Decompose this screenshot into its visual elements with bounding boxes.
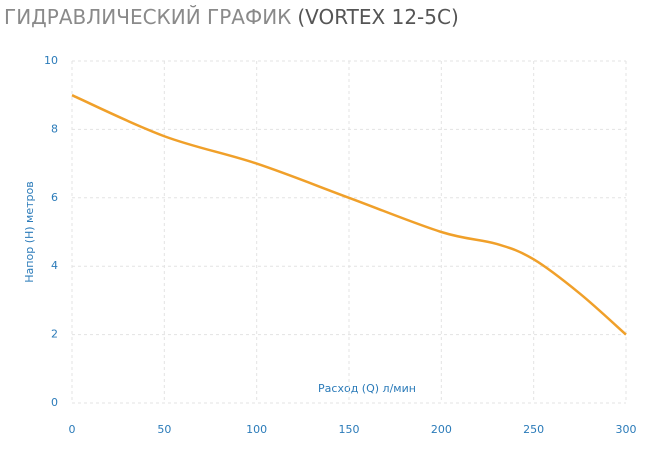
x-tick-label: 150	[339, 423, 360, 436]
y-tick-label: 8	[51, 122, 58, 135]
chart-title: ГИДРАВЛИЧЕСКИЙ ГРАФИК (VORTEX 12-5C)	[4, 5, 459, 29]
x-tick-label: 50	[157, 423, 171, 436]
y-tick-label: 10	[44, 54, 58, 67]
x-tick-label: 100	[246, 423, 267, 436]
y-axis-title: Напор (H) метров	[23, 181, 36, 282]
line-series	[71, 94, 627, 336]
y-tick-label: 0	[51, 396, 58, 409]
x-tick-label: 200	[431, 423, 452, 436]
y-tick-label: 2	[51, 328, 58, 341]
x-axis-title: Расход (Q) л/мин	[318, 382, 416, 395]
title-main: ГИДРАВЛИЧЕСКИЙ ГРАФИК	[4, 5, 291, 29]
x-tick-label: 250	[523, 423, 544, 436]
x-tick-label: 0	[69, 423, 76, 436]
y-tick-label: 4	[51, 259, 58, 272]
y-tick-label: 6	[51, 191, 58, 204]
x-tick-label: 300	[616, 423, 637, 436]
title-model: (VORTEX 12-5C)	[297, 5, 458, 29]
